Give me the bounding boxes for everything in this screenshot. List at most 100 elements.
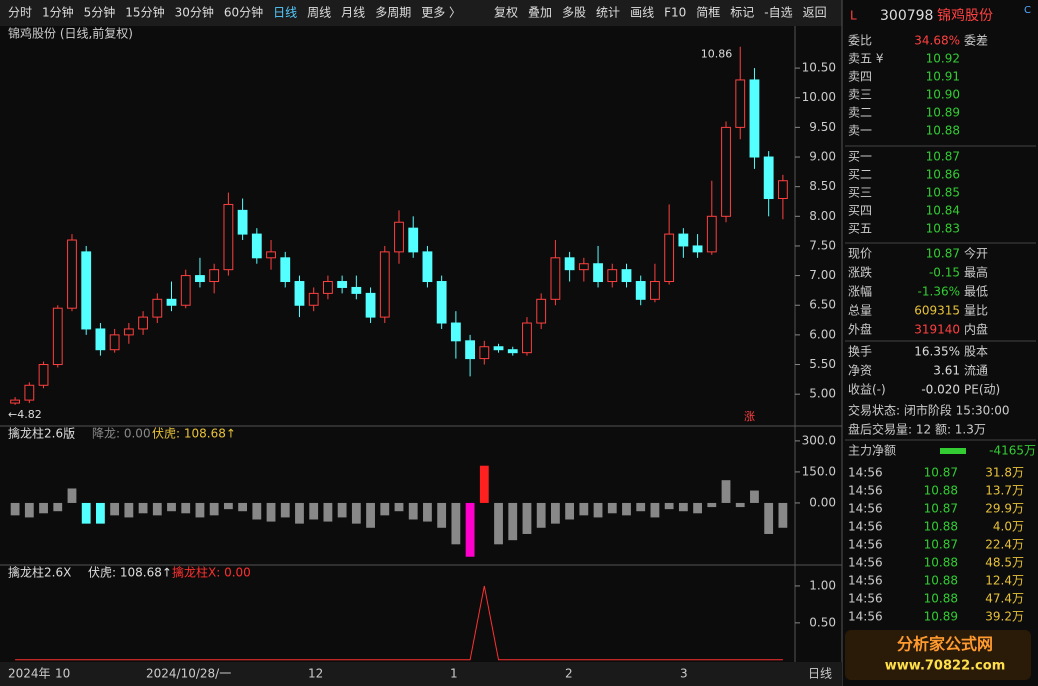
candle-body xyxy=(81,251,92,330)
label: 委比 xyxy=(848,34,872,48)
toolbar-button[interactable]: 周线 xyxy=(307,6,331,20)
indicator-bar xyxy=(622,502,631,516)
x-axis-label: 1 xyxy=(450,667,458,681)
toolbar-button[interactable]: F10 xyxy=(664,6,686,20)
chart-title[interactable]: 锦鸡股份 (日线,前复权) xyxy=(8,26,133,41)
candle-body xyxy=(180,275,191,306)
toolbar-button[interactable]: 15分钟 xyxy=(125,5,164,20)
y-tick-label: 9.00 xyxy=(809,150,836,164)
candle-body xyxy=(308,292,319,306)
indicator-bar xyxy=(181,502,191,514)
indicator-label: 伏虎: 108.68↑ xyxy=(152,427,236,441)
toolbar-button[interactable]: 30分钟 xyxy=(175,5,214,20)
indicator-bar xyxy=(81,502,91,524)
toolbar-button[interactable]: 日线 xyxy=(273,6,297,20)
indicator-bar xyxy=(778,502,788,528)
indicator-bar xyxy=(195,502,205,518)
indicator-name[interactable]: 擒龙柱2.6版 xyxy=(8,426,75,441)
toolbar-button[interactable]: 多股 xyxy=(562,6,586,20)
candle-body xyxy=(706,215,717,253)
value: 10.89 xyxy=(926,106,960,120)
candle-body xyxy=(223,203,234,271)
indicator-bar xyxy=(607,502,617,514)
trade-price: 10.88 xyxy=(924,556,958,570)
toolbar-button[interactable]: 统计 xyxy=(596,6,620,20)
toolbar-button[interactable]: 简框 xyxy=(696,6,720,20)
value: 10.87 xyxy=(926,150,960,164)
candle-body xyxy=(735,79,746,128)
value: 10.91 xyxy=(926,70,960,84)
label: 卖五 ¥ xyxy=(848,52,884,66)
trade-price: 10.88 xyxy=(924,520,958,534)
y-tick-label: 9.50 xyxy=(809,120,836,134)
y-tick-label: 7.00 xyxy=(809,268,836,282)
indicator-bar xyxy=(479,465,489,503)
logo-url: www.70822.com xyxy=(885,659,1006,674)
toolbar-button[interactable]: 标记 xyxy=(730,6,754,20)
trade-price: 10.88 xyxy=(924,574,958,588)
indicator-bar xyxy=(636,502,646,512)
toolbar-button[interactable]: 5分钟 xyxy=(84,5,116,20)
toolbar-button[interactable]: 复权 xyxy=(494,6,518,20)
candle-body xyxy=(280,257,291,283)
indicator-bar xyxy=(295,502,304,524)
trade-volume: 29.9万 xyxy=(985,502,1024,516)
value: 10.83 xyxy=(926,222,960,236)
label: 卖三 xyxy=(848,88,872,102)
value: -0.15 xyxy=(929,266,960,280)
toolbar-button[interactable]: 月线 xyxy=(341,6,365,20)
candle-body xyxy=(294,281,305,306)
candle-body xyxy=(123,328,134,336)
indicator-bar xyxy=(593,502,603,518)
toolbar-button[interactable]: 更多 〉 xyxy=(421,6,461,20)
candle-body xyxy=(379,251,390,318)
candle-body xyxy=(209,269,220,283)
candle-body xyxy=(450,322,461,342)
toolbar-button[interactable]: 分时 xyxy=(8,6,32,20)
indicator-bar xyxy=(39,502,48,514)
quote-flag: L xyxy=(850,9,857,23)
status: 交易状态: 闭市阶段 15:30:00 xyxy=(848,403,1010,418)
toolbar-button[interactable]: 叠加 xyxy=(528,6,552,20)
indicator-name[interactable]: 擒龙柱2.6X xyxy=(8,565,71,580)
label: 买三 xyxy=(848,186,872,200)
candle-body xyxy=(678,233,689,247)
indicator-bar xyxy=(735,502,745,508)
value: 34.68% xyxy=(914,34,960,48)
indicator-bar xyxy=(437,502,447,528)
y-tick-label: 5.00 xyxy=(809,387,836,401)
candle-body xyxy=(138,316,148,330)
label: 卖二 xyxy=(848,106,872,120)
x-axis-label[interactable]: 日线 xyxy=(808,667,832,681)
indicator-label: 擒龙柱X: 0.00 xyxy=(172,565,251,580)
y-tick-label: 0.00 xyxy=(809,495,836,509)
indicator-bar xyxy=(152,502,162,516)
trade-time: 14:56 xyxy=(848,538,883,552)
y-tick-label: 0.50 xyxy=(809,615,836,629)
indicator-bar xyxy=(465,502,475,557)
indicator-bar xyxy=(252,502,262,520)
toolbar-button[interactable]: 多周期 xyxy=(375,6,411,20)
candle-body xyxy=(152,298,163,318)
indicator-bar xyxy=(53,502,63,512)
toolbar-button[interactable]: 60分钟 xyxy=(224,5,263,20)
indicator-bar xyxy=(110,502,120,516)
toolbar-button[interactable]: 画线 xyxy=(630,6,654,20)
candle-body xyxy=(777,180,788,200)
quote-code: 300798 xyxy=(880,8,933,24)
candle-body xyxy=(351,286,362,294)
x-axis-label: 10 xyxy=(55,667,70,681)
trade-volume: 12.4万 xyxy=(985,574,1024,588)
trade-time: 14:56 xyxy=(848,484,883,498)
indicator-bar xyxy=(707,502,717,508)
toolbar-button[interactable]: -自选 xyxy=(764,6,792,20)
toolbar-button[interactable]: 1分钟 xyxy=(42,5,74,20)
label: 主力净额 xyxy=(848,444,896,458)
toolbar-button[interactable]: 返回 xyxy=(803,6,827,20)
trade-volume: 31.8万 xyxy=(985,466,1024,480)
candle-body xyxy=(109,334,120,351)
trade-time: 14:56 xyxy=(848,592,883,606)
candle-body xyxy=(507,349,518,354)
label: 卖四 xyxy=(848,70,872,84)
candle-body xyxy=(721,126,731,217)
